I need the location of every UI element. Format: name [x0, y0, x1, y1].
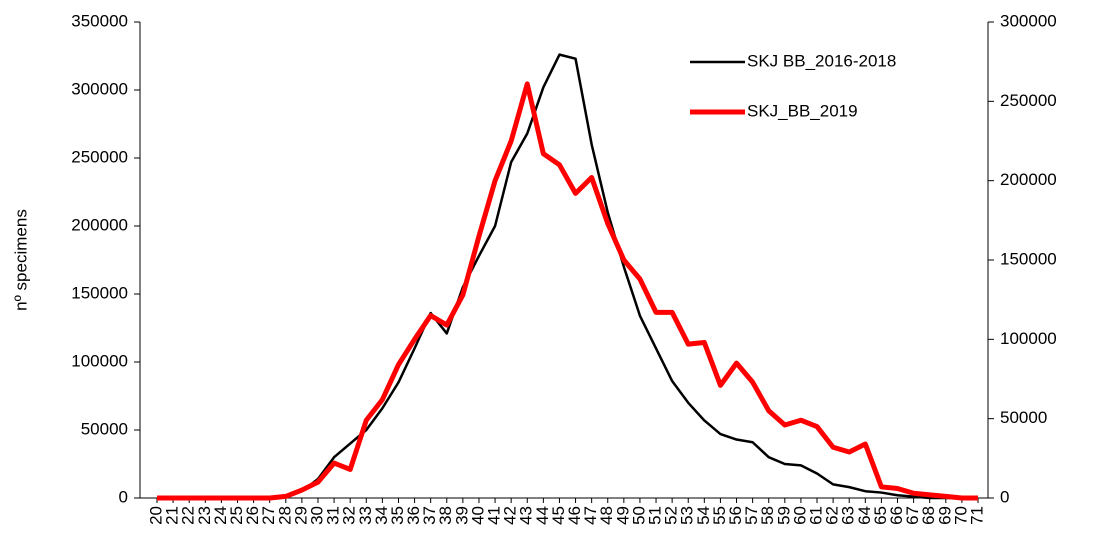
- x-tick-label: 58: [758, 506, 777, 525]
- y2-tick-label: 150000: [1000, 249, 1057, 268]
- x-tick-label: 61: [807, 506, 826, 525]
- y-tick-label: 100000: [71, 351, 128, 370]
- y-tick-label: 300000: [71, 79, 128, 98]
- x-tick-label: 43: [517, 506, 536, 525]
- y2-tick-label: 0: [1000, 487, 1009, 506]
- y2-tick-label: 50000: [1000, 408, 1047, 427]
- x-tick-label: 57: [742, 506, 761, 525]
- x-tick-label: 33: [356, 506, 375, 525]
- x-tick-label: 63: [839, 506, 858, 525]
- x-tick-label: 31: [324, 506, 343, 525]
- legend-label: SKJ BB_2016-2018: [747, 51, 896, 70]
- x-tick-label: 60: [790, 506, 809, 525]
- x-tick-label: 47: [581, 506, 600, 525]
- x-tick-label: 42: [501, 506, 520, 525]
- x-tick-label: 23: [195, 506, 214, 525]
- x-tick-label: 52: [662, 506, 681, 525]
- x-tick-label: 34: [372, 506, 391, 525]
- x-tick-label: 59: [774, 506, 793, 525]
- x-tick-label: 55: [710, 506, 729, 525]
- x-tick-label: 46: [565, 506, 584, 525]
- x-tick-label: 68: [919, 506, 938, 525]
- x-tick-label: 45: [549, 506, 568, 525]
- x-tick-label: 51: [646, 506, 665, 525]
- x-tick-label: 56: [726, 506, 745, 525]
- y2-tick-label: 250000: [1000, 91, 1057, 110]
- x-tick-label: 50: [629, 506, 648, 525]
- x-tick-label: 35: [388, 506, 407, 525]
- y2-tick-label: 200000: [1000, 170, 1057, 189]
- y-tick-label: 350000: [71, 11, 128, 30]
- x-tick-label: 66: [887, 506, 906, 525]
- x-tick-label: 41: [485, 506, 504, 525]
- x-tick-label: 65: [871, 506, 890, 525]
- x-tick-label: 37: [420, 506, 439, 525]
- x-tick-label: 62: [823, 506, 842, 525]
- x-tick-label: 29: [291, 506, 310, 525]
- x-tick-label: 38: [436, 506, 455, 525]
- x-tick-label: 21: [163, 506, 182, 525]
- y-tick-label: 250000: [71, 147, 128, 166]
- y-tick-label: 200000: [71, 215, 128, 234]
- x-tick-label: 20: [146, 506, 165, 525]
- y2-tick-label: 100000: [1000, 329, 1057, 348]
- y-axis-label: nº specimens: [11, 209, 30, 311]
- x-tick-label: 27: [259, 506, 278, 525]
- legend-label: SKJ_BB_2019: [747, 101, 858, 120]
- x-tick-label: 28: [275, 506, 294, 525]
- x-tick-label: 26: [243, 506, 262, 525]
- series-line: [157, 81, 978, 501]
- x-tick-label: 53: [678, 506, 697, 525]
- x-tick-label: 64: [855, 506, 874, 525]
- x-tick-label: 67: [903, 506, 922, 525]
- y-tick-label: 150000: [71, 283, 128, 302]
- y-tick-label: 50000: [81, 419, 128, 438]
- x-tick-label: 39: [452, 506, 471, 525]
- x-tick-label: 70: [951, 506, 970, 525]
- x-tick-label: 25: [227, 506, 246, 525]
- y-tick-label: 0: [119, 487, 128, 506]
- y2-tick-label: 300000: [1000, 11, 1057, 30]
- x-tick-label: 54: [694, 506, 713, 525]
- x-tick-label: 24: [211, 506, 230, 525]
- x-tick-label: 44: [533, 506, 552, 525]
- x-tick-label: 32: [340, 506, 359, 525]
- x-tick-label: 36: [404, 506, 423, 525]
- x-tick-label: 49: [613, 506, 632, 525]
- series-line: [157, 53, 978, 500]
- x-tick-label: 30: [307, 506, 326, 525]
- x-tick-label: 69: [935, 506, 954, 525]
- x-tick-label: 48: [597, 506, 616, 525]
- x-tick-label: 40: [468, 506, 487, 525]
- x-tick-label: 22: [179, 506, 198, 525]
- x-tick-label: 71: [967, 506, 986, 525]
